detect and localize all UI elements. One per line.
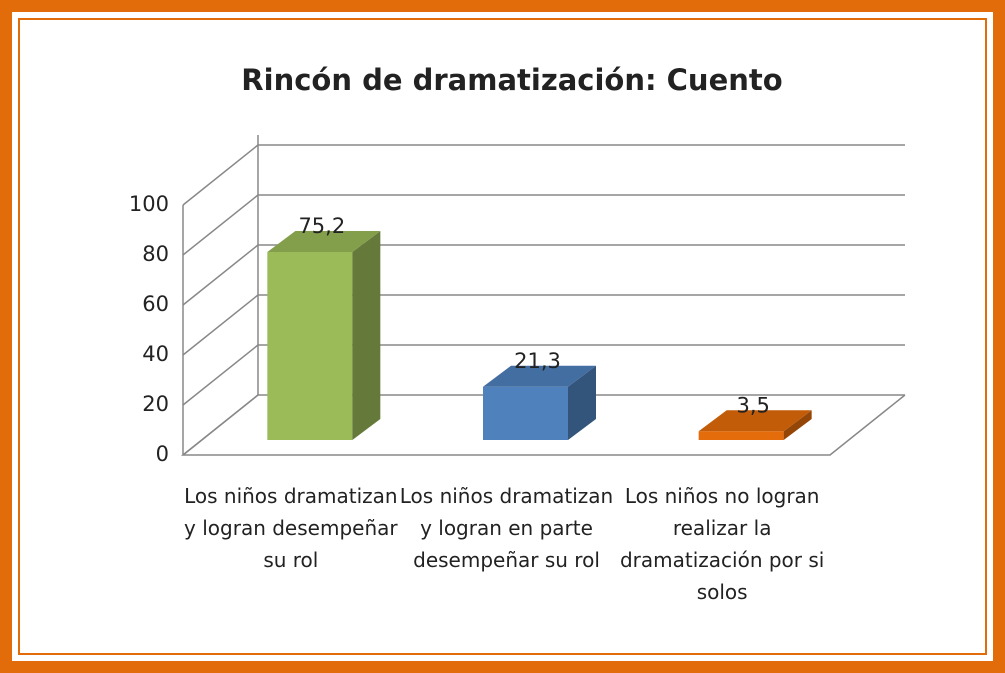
bar-front [483, 386, 568, 440]
grid-line [182, 194, 259, 256]
inner-border [18, 18, 987, 655]
data-label: 3,5 [736, 393, 769, 417]
bar-side [568, 365, 596, 440]
data-label: 21,3 [514, 349, 561, 373]
x-tick-label: Los niños dramatizan y logran en parte d… [399, 484, 614, 572]
grid-line [182, 144, 259, 206]
y-tick-label: 40 [142, 342, 169, 366]
y-tick-label: 100 [129, 192, 169, 216]
bar [483, 365, 596, 440]
data-label: 75,2 [298, 214, 345, 238]
x-tick-label: Los niños no logran realizar la dramatiz… [619, 484, 825, 604]
grid-line [182, 244, 259, 306]
grid-line [182, 394, 259, 456]
y-tick-label: 60 [142, 292, 169, 316]
bar [267, 231, 381, 440]
bar-side [783, 410, 812, 440]
bar [698, 410, 812, 440]
bar-top [267, 231, 381, 252]
y-tick-label: 20 [142, 392, 169, 416]
y-tick-label: 80 [142, 242, 169, 266]
grid-line [182, 344, 259, 406]
bar-side [352, 231, 381, 440]
bar-front [698, 431, 784, 440]
bar-top [698, 410, 812, 432]
y-tick-label: 0 [156, 442, 169, 466]
bar-front [267, 252, 353, 440]
bar-top [483, 365, 596, 387]
grid-line [182, 294, 259, 356]
chart-title: Rincón de dramatización: Cuento [241, 63, 782, 97]
x-tick-label: Los niños dramatizan y logran desempeñar… [184, 484, 398, 572]
